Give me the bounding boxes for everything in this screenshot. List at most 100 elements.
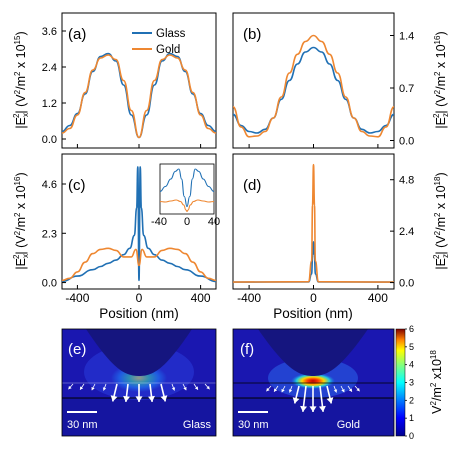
- field-arrow-head: [348, 388, 352, 392]
- ytick-label-d-2: 4.8: [399, 175, 414, 187]
- field-arrow-head: [102, 387, 107, 391]
- colorbar: 0 1 2 3 4 5 6 V2/m2 x1018: [395, 324, 444, 441]
- panel-f-label: (f): [240, 341, 254, 358]
- colorbar-tick-label-1: 1: [409, 413, 414, 423]
- field-arrow-head: [281, 388, 285, 393]
- panel-d-label: (d): [243, 177, 261, 194]
- series-b-glass: [232, 46, 395, 134]
- legend-gold-label: Gold: [156, 44, 180, 56]
- ytick-label-d-0: 0.0: [399, 278, 414, 290]
- panel-e-label: (e): [68, 341, 86, 358]
- panel-f-scalebar-label: 30 nm: [238, 419, 269, 431]
- panel-c-label: (c): [68, 177, 86, 194]
- x-axis-label-right: Position (nm): [273, 306, 353, 321]
- colorbar-tick-label-4: 4: [409, 360, 414, 370]
- panel-d: (d): [232, 153, 395, 290]
- panel-e-lower-region: [62, 398, 216, 436]
- panel-f-tip: [258, 329, 368, 376]
- colorbar-tick-label-6: 6: [409, 324, 414, 334]
- ytick-label-a-2: 2.4: [42, 62, 57, 74]
- xtick-label-c-2: 400: [191, 291, 211, 305]
- panel-b-label: (b): [243, 26, 261, 43]
- ytick-label-d-1: 2.4: [399, 226, 414, 238]
- panel-f-field-arrows: [266, 385, 360, 412]
- field-arrow-head: [171, 387, 176, 391]
- ytick-label-c-1: 2.3: [42, 228, 57, 240]
- field-arrow-head: [135, 396, 143, 402]
- series-c-inset-gold: [159, 199, 215, 213]
- ytick-label-b-0: 0.0: [399, 136, 414, 148]
- field-arrow-head: [266, 387, 270, 392]
- panel-a-label: (a): [68, 26, 86, 43]
- panel-c-lines: [61, 166, 217, 283]
- colorbar-label: V2/m2 x1018: [429, 350, 444, 414]
- panel-b-ylabel: |Ez2| (V2/m2 x 1016): [432, 31, 450, 128]
- field-arrow-head: [341, 388, 345, 393]
- panel-e-scalebar-label: 30 nm: [67, 419, 98, 431]
- panel-c-ylabel: |Ex2| (V2/m2 x 1016): [12, 172, 30, 269]
- legend: Glass Gold: [132, 28, 186, 56]
- xtick-label-c-1: 0: [136, 291, 143, 305]
- ytick-label-a-0: 0.0: [42, 134, 57, 146]
- series-a-glass: [61, 52, 217, 139]
- series-b-gold: [232, 34, 395, 138]
- panel-c: (c) -40 0 40: [61, 153, 220, 290]
- inset-lines: [159, 168, 215, 213]
- panel-b-lines: [232, 34, 395, 138]
- xtick-label-d-0: -400: [237, 291, 261, 305]
- panel-e-tip: [86, 329, 192, 376]
- field-arrow-head: [288, 389, 293, 393]
- panel-e: [62, 329, 216, 436]
- field-arrow-head: [183, 386, 187, 391]
- field-arrow-head: [110, 395, 118, 402]
- series-d-gold: [232, 163, 395, 283]
- panel-f-hotspot: [291, 373, 335, 389]
- series-c-gold: [61, 247, 217, 282]
- inset-xtick-0: 0: [184, 216, 190, 228]
- ytick-label-c-2: 4.6: [42, 179, 57, 191]
- panel-f-frame: [232, 328, 395, 437]
- field-arrow-head: [160, 395, 168, 402]
- ytick-label-b-1: 0.7: [399, 83, 414, 95]
- field-arrow-head: [206, 385, 210, 390]
- series-d-glass: [232, 241, 395, 283]
- xtick-label-c-0: -400: [65, 291, 89, 305]
- inset-xtick-neg40: -40: [151, 216, 167, 228]
- field-arrow-head: [326, 397, 334, 404]
- field-arrow-head: [91, 386, 95, 391]
- field-arrow-head: [68, 385, 72, 390]
- ytick-label-c-0: 0.0: [42, 278, 57, 290]
- panel-f: [233, 329, 394, 436]
- series-c-glass: [61, 166, 217, 283]
- field-arrow-head: [309, 406, 317, 412]
- panel-a-ylabel: |Ex2| (V2/m2 x 1015): [12, 31, 30, 128]
- field-arrow-head: [356, 387, 360, 392]
- ytick-label-a-3: 3.6: [42, 26, 57, 38]
- series-c-inset-glass: [159, 168, 215, 208]
- field-arrow-head: [194, 386, 198, 390]
- panel-d-ylabel: |Ez2| (V2/m2 x 1018): [432, 172, 450, 269]
- field-arrow-head: [300, 405, 308, 412]
- ytick-label-b-2: 1.4: [399, 31, 414, 43]
- panel-e-frame: [61, 328, 217, 437]
- colorbar-tick-label-5: 5: [409, 342, 414, 352]
- field-arrow-head: [333, 389, 338, 393]
- axes-ticks: 0.0 1.2 2.4 3.6 0.0 0.7 1.4 0.0 2.3 4.6 0.0 2.4 4.8 -…: [42, 26, 415, 305]
- field-arrow-head: [274, 388, 278, 392]
- inset-frame: [159, 163, 215, 215]
- colorbar-ticks: 0 1 2 3 4 5 6: [405, 324, 414, 441]
- field-arrow-head: [318, 405, 326, 412]
- field-arrow-head: [148, 395, 155, 402]
- panel-a-lines: [61, 52, 217, 139]
- field-arrow-head: [123, 395, 130, 402]
- xtick-label-d-2: 400: [368, 291, 388, 305]
- series-a-gold: [61, 54, 217, 139]
- panel-f-material: Gold: [337, 419, 360, 431]
- xtick-label-d-1: 0: [310, 291, 317, 305]
- panel-a: (a) Glass Gold: [61, 12, 217, 149]
- ytick-label-a-1: 1.2: [42, 98, 57, 110]
- field-arrow-head: [80, 386, 84, 390]
- colorbar-tick-label-0: 0: [409, 431, 414, 441]
- colorbar-tick-label-2: 2: [409, 395, 414, 405]
